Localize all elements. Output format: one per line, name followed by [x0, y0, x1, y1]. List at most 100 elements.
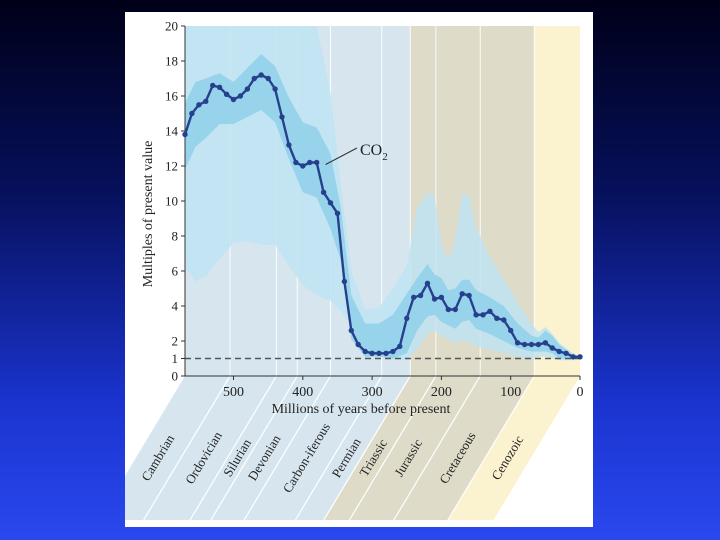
series-label-text: CO	[360, 142, 382, 159]
co2-data-point	[279, 114, 285, 120]
co2-data-point	[376, 350, 382, 356]
x-tick-label: 400	[292, 385, 313, 400]
y-axis-label: Multiples of present value	[141, 141, 156, 288]
co2-data-point	[189, 110, 195, 117]
co2-data-point	[210, 82, 216, 89]
co2-data-point	[223, 91, 230, 98]
y-tick-label: 18	[165, 54, 178, 69]
co2-data-point	[355, 341, 361, 348]
co2-data-point	[494, 315, 500, 321]
co2-data-point	[514, 340, 521, 346]
co2-data-point	[570, 354, 576, 360]
co2-data-point	[521, 341, 528, 348]
co2-data-point	[203, 98, 209, 105]
y-tick-label: 0	[172, 369, 179, 384]
series-label-subscript: 2	[382, 151, 388, 163]
co2-data-point	[431, 296, 438, 302]
period-divider-strip	[447, 375, 535, 521]
x-tick-label: 500	[223, 385, 244, 400]
text-labels: Millions of years before present Multipl…	[141, 141, 451, 417]
co2-data-point	[216, 84, 223, 91]
period-divider-strip	[189, 375, 277, 521]
co2-data-point	[508, 327, 514, 334]
co2-data-point	[556, 348, 562, 355]
period-divider-strip	[294, 375, 383, 521]
series-group	[182, 72, 583, 360]
co2-data-point	[237, 93, 244, 99]
co2-data-point	[293, 159, 299, 166]
x-tick-label: 100	[500, 385, 521, 400]
co2-data-point	[473, 312, 479, 318]
co2-data-point	[452, 306, 458, 313]
co2-data-point	[549, 345, 555, 351]
co2-data-point	[501, 317, 507, 323]
y-tick-label: 6	[172, 264, 179, 279]
period-divider-strip	[243, 375, 332, 521]
co2-data-point	[286, 142, 292, 148]
co2-data-point	[424, 280, 431, 286]
co2-data-point	[480, 312, 486, 318]
co2-chart: Cambrian OrdovicianSilurianDevonianCarbon…	[125, 19, 584, 521]
co2-data-point	[466, 292, 472, 299]
co2-data-point	[563, 350, 569, 356]
co2-data-point	[272, 86, 278, 92]
co2-data-point	[417, 292, 424, 299]
uncertainty-bands	[185, 26, 580, 361]
co2-data-point	[230, 96, 237, 103]
series-label-leader	[325, 147, 358, 165]
co2-data-point	[404, 315, 410, 321]
co2-data-point	[307, 159, 313, 166]
co2-data-point	[390, 348, 396, 355]
x-axis-label: Millions of years before present	[272, 402, 451, 417]
y-tick-label: 1	[172, 351, 179, 366]
co2-data-point	[535, 341, 542, 348]
y-tick-label: 4	[172, 299, 179, 314]
co2-data-point	[182, 131, 188, 138]
period-divider-strip	[143, 375, 231, 521]
co2-data-point	[383, 350, 389, 356]
period-divider-strip	[323, 375, 411, 521]
co2-data-point	[265, 75, 271, 82]
figure-panel: Cambrian Ordovician Silurian Devonian Carbon…	[125, 12, 593, 527]
co2-data-point	[244, 86, 251, 92]
x-tick-label: 0	[577, 385, 584, 400]
co2-data-point	[314, 159, 320, 166]
y-tick-label: 10	[165, 194, 178, 209]
co2-data-point	[577, 354, 583, 360]
x-tick-label: 300	[362, 385, 383, 400]
co2-data-point	[348, 327, 354, 334]
co2-data-point	[362, 348, 368, 355]
period-divider-strip	[210, 375, 298, 521]
period-divider-strip	[348, 375, 437, 521]
y-tick-label: 8	[172, 229, 179, 244]
co2-data-point	[327, 200, 334, 206]
y-tick-label: 14	[165, 124, 179, 139]
y-tick-label: 2	[172, 334, 179, 349]
co2-data-point	[445, 306, 451, 313]
co2-data-point	[397, 343, 403, 349]
co2-data-point	[251, 75, 257, 82]
series-label-co2: CO2	[360, 142, 388, 163]
co2-data-point	[459, 291, 465, 297]
y-tick-label: 20	[165, 19, 178, 34]
co2-data-point	[258, 72, 264, 78]
co2-data-point	[487, 308, 493, 314]
period-divider-strip	[393, 375, 481, 521]
co2-data-point	[542, 340, 549, 346]
co2-data-point	[320, 189, 327, 195]
era-cenozoic	[447, 26, 580, 520]
x-tick-label: 200	[431, 385, 452, 400]
co2-data-point	[438, 294, 445, 300]
y-tick-label: 12	[165, 159, 178, 174]
co2-data-point	[196, 102, 202, 108]
y-tick-label: 16	[165, 89, 179, 104]
uncertainty-band-inner	[185, 54, 580, 359]
co2-series-line	[183, 73, 580, 358]
co2-data-point	[341, 278, 348, 285]
co2-data-point	[369, 350, 375, 356]
co2-data-point	[300, 163, 306, 169]
co2-data-point	[334, 210, 341, 216]
co2-data-point	[528, 341, 535, 348]
